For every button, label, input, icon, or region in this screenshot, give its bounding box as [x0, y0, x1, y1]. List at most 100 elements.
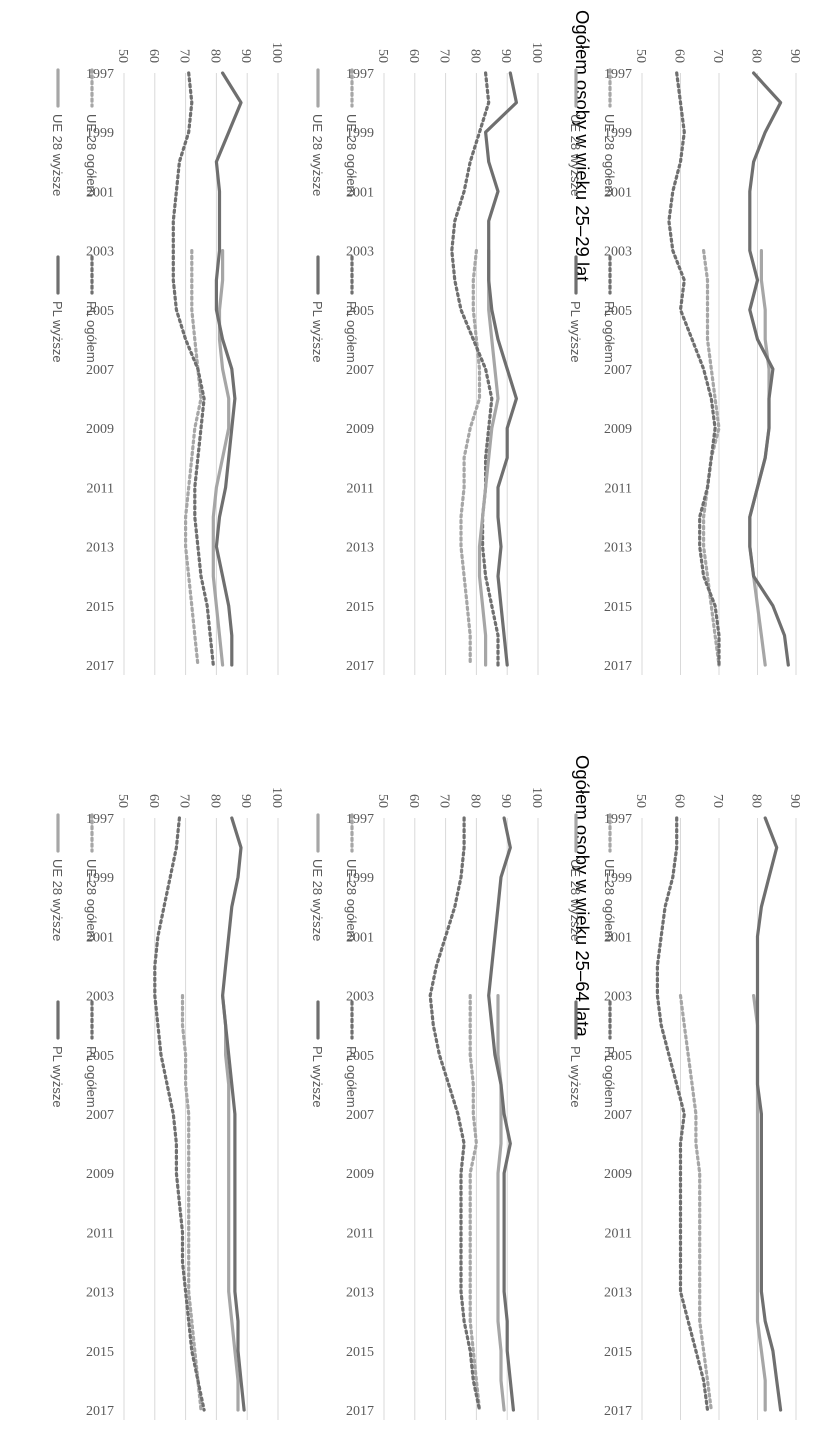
x-tick-label: 2005: [346, 1049, 374, 1064]
legend-label: PL wyższe: [50, 1046, 65, 1108]
y-tick-label: 80: [207, 794, 222, 808]
series-line-1: [180, 994, 203, 1412]
legend-label: UE 28 ogółem: [602, 114, 617, 196]
x-tick-label: 2015: [86, 1345, 114, 1360]
series-line-1: [184, 249, 203, 667]
x-tick-label: 2005: [604, 304, 632, 319]
x-tick-label: 2015: [604, 1345, 632, 1360]
x-tick-label: 2005: [86, 304, 114, 319]
legend-label: PL ogółem: [602, 301, 617, 363]
y-tick-label: 60: [406, 49, 421, 63]
legend-label: UE 28 ogółem: [344, 114, 359, 196]
y-tick-label: 100: [269, 787, 284, 808]
y-tick-label: 50: [375, 49, 390, 63]
y-tick-label: 80: [467, 794, 482, 808]
y-tick-label: 70: [177, 49, 192, 63]
series-line-3: [752, 994, 767, 1412]
x-tick-label: 1999: [604, 871, 632, 886]
legend-label: PL wyższe: [50, 301, 65, 363]
y-tick-label: 70: [177, 794, 192, 808]
series-line-4: [484, 71, 518, 667]
x-tick-label: 2017: [346, 1404, 374, 1419]
x-tick-label: 2001: [86, 930, 114, 945]
y-tick-label: 60: [146, 794, 161, 808]
y-tick-label: 80: [467, 49, 482, 63]
x-tick-label: 2003: [86, 245, 114, 260]
x-tick-label: 2011: [605, 1226, 632, 1241]
series-line-4: [487, 816, 515, 1412]
series-line-2: [450, 71, 500, 667]
legend-label: UE 28 wyższe: [50, 859, 65, 941]
y-tick-label: 90: [238, 794, 253, 808]
x-tick-label: 2011: [87, 481, 114, 496]
x-tick-label: 2017: [86, 1404, 114, 1419]
y-tick-label: 90: [787, 49, 802, 63]
x-tick-label: 1997: [86, 67, 114, 82]
x-tick-label: 1997: [604, 812, 632, 827]
series-line-4: [755, 816, 783, 1412]
y-tick-label: 80: [207, 49, 222, 63]
x-tick-label: 2007: [604, 363, 632, 378]
y-tick-label: 50: [633, 49, 648, 63]
series-line-2: [655, 816, 710, 1412]
series-line-3: [477, 249, 500, 667]
y-tick-label: 60: [672, 794, 687, 808]
x-tick-label: 1999: [86, 126, 114, 141]
y-tick-label: 90: [787, 794, 802, 808]
y-tick-label: 50: [375, 794, 390, 808]
y-tick-label: 100: [269, 42, 284, 63]
x-tick-label: 2013: [346, 541, 374, 556]
legend-label: UE 28 wyższe: [310, 114, 325, 196]
series-line-3: [496, 994, 506, 1412]
series-line-3: [221, 994, 240, 1412]
x-tick-label: 2011: [347, 1226, 374, 1241]
series-line-4: [214, 71, 243, 667]
y-tick-label: 90: [238, 49, 253, 63]
legend-label: PL wyższe: [310, 301, 325, 363]
y-tick-label: 80: [749, 794, 764, 808]
x-tick-label: 2017: [604, 659, 632, 674]
y-tick-label: 50: [115, 49, 130, 63]
x-tick-label: 2017: [604, 1404, 632, 1419]
y-tick-label: 60: [672, 49, 687, 63]
x-tick-label: 1997: [346, 67, 374, 82]
legend-label: PL ogółem: [84, 301, 99, 363]
legend-label: PL ogółem: [84, 1046, 99, 1108]
chart-panel-3: Kobiety w wieku 25–29 lat506070809019971…: [568, 49, 802, 675]
y-tick-label: 70: [710, 49, 725, 63]
y-tick-label: 60: [146, 49, 161, 63]
x-tick-label: 2005: [86, 1049, 114, 1064]
legend-label: UE 28 ogółem: [84, 114, 99, 196]
series-line-1: [459, 249, 482, 667]
x-tick-label: 2001: [604, 185, 632, 200]
x-tick-label: 2013: [604, 541, 632, 556]
chart-panel-2: Mężczyźni w wieku 25–29 lat5060708090100…: [310, 42, 544, 675]
x-tick-label: 2009: [604, 1167, 632, 1182]
y-tick-label: 70: [437, 794, 452, 808]
x-tick-label: 2001: [604, 930, 632, 945]
y-tick-label: 100: [529, 787, 544, 808]
y-tick-label: 80: [749, 49, 764, 63]
x-tick-label: 2005: [604, 1049, 632, 1064]
series-line-1: [468, 994, 482, 1412]
x-tick-label: 2009: [604, 422, 632, 437]
x-tick-label: 2011: [87, 1226, 114, 1241]
x-tick-label: 2007: [604, 1108, 632, 1123]
legend-label: PL ogółem: [344, 301, 359, 363]
x-tick-label: 2003: [86, 990, 114, 1005]
x-tick-label: 2009: [346, 1167, 374, 1182]
x-tick-label: 2005: [346, 304, 374, 319]
x-tick-label: 2003: [346, 245, 374, 260]
legend-label: UE 28 wyższe: [50, 114, 65, 196]
series-line-4: [748, 71, 790, 667]
x-tick-label: 2015: [346, 600, 374, 615]
legend-label: PL wyższe: [568, 1046, 583, 1108]
series-line-2: [428, 816, 482, 1412]
x-tick-label: 2001: [346, 930, 374, 945]
x-tick-label: 2001: [346, 185, 374, 200]
x-tick-label: 1997: [86, 812, 114, 827]
legend-label: UE 28 ogółem: [602, 859, 617, 941]
y-tick-label: 50: [115, 794, 130, 808]
x-tick-label: 2017: [346, 659, 374, 674]
x-tick-label: 2001: [86, 185, 114, 200]
